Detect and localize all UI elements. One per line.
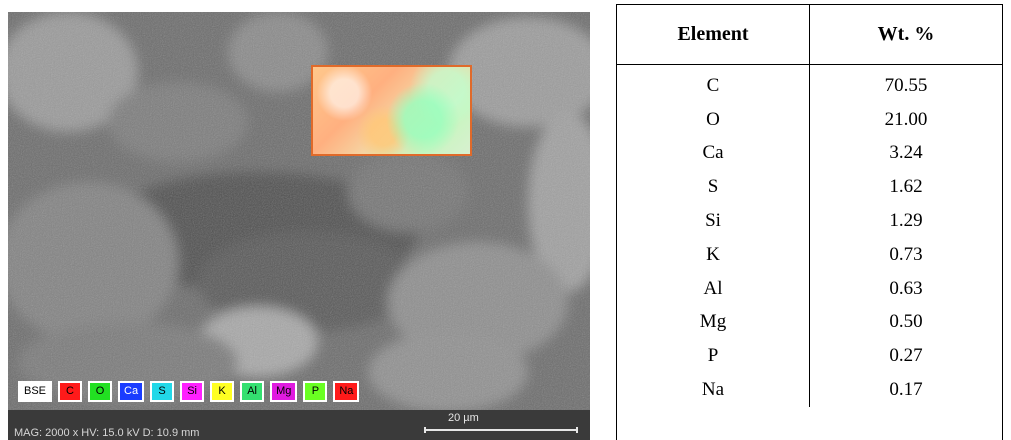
legend-chip: Si	[180, 381, 204, 402]
table-row: O 21.00	[617, 103, 1002, 137]
element-cell: Al	[617, 272, 810, 306]
header-weight-percent: Wt. %	[810, 5, 1003, 65]
sem-image-panel: BSE C O Ca S Si K Al Mg P Na MAG: 2000 x HV: 15.0 …	[8, 12, 590, 440]
table-row: S 1.62	[617, 170, 1002, 204]
sem-micrograph	[8, 12, 590, 440]
legend-chip: K	[210, 381, 234, 402]
weight-percent-cell: 0.27	[810, 339, 1003, 373]
table-row: Na 0.17	[617, 373, 1002, 407]
element-cell: S	[617, 170, 810, 204]
weight-percent-cell: 21.00	[810, 103, 1003, 137]
acquisition-info: MAG: 2000 x HV: 15.0 kV D: 10.9 mm	[14, 427, 199, 439]
sem-status-bar: MAG: 2000 x HV: 15.0 kV D: 10.9 mm 20 µm	[8, 410, 590, 440]
weight-percent-cell: 0.50	[810, 306, 1003, 340]
legend-chip: O	[88, 381, 112, 402]
element-legend: BSE C O Ca S Si K Al Mg P Na	[18, 381, 359, 401]
composition-table: Element Wt. % C 70.55 O 21.00 Ca 3.24 S 1.62 Si 1…	[616, 4, 1003, 440]
table-row: C 70.55	[617, 65, 1002, 103]
legend-chip: Al	[240, 381, 264, 402]
weight-percent-cell: 0.73	[810, 238, 1003, 272]
weight-percent-cell: 1.62	[810, 170, 1003, 204]
legend-chip: S	[150, 381, 174, 402]
legend-chip: C	[58, 381, 82, 402]
element-cell: O	[617, 103, 810, 137]
legend-chip: Na	[333, 381, 359, 402]
table-header-row: Element Wt. %	[617, 5, 1002, 65]
header-element: Element	[617, 5, 810, 65]
element-cell: Si	[617, 204, 810, 238]
table-row: Si 1.29	[617, 204, 1002, 238]
element-cell: C	[617, 65, 810, 103]
table-row: Mg 0.50	[617, 306, 1002, 340]
element-cell: Ca	[617, 137, 810, 171]
scale-bar	[424, 427, 578, 433]
weight-percent-cell: 70.55	[810, 65, 1003, 103]
element-cell: K	[617, 238, 810, 272]
analysis-region	[311, 65, 472, 156]
table-row: Ca 3.24	[617, 137, 1002, 171]
weight-percent-cell: 3.24	[810, 137, 1003, 171]
legend-chip: BSE	[18, 381, 52, 402]
table-row: P 0.27	[617, 339, 1002, 373]
table-row: Al 0.63	[617, 272, 1002, 306]
weight-percent-cell: 0.17	[810, 373, 1003, 407]
element-cell: Mg	[617, 306, 810, 340]
table-row: K 0.73	[617, 238, 1002, 272]
weight-percent-cell: 0.63	[810, 272, 1003, 306]
legend-chip: Ca	[118, 381, 144, 402]
element-cell: Na	[617, 373, 810, 407]
element-cell: P	[617, 339, 810, 373]
legend-chip: Mg	[270, 381, 297, 402]
legend-chip: P	[303, 381, 327, 402]
scale-bar-label: 20 µm	[448, 412, 479, 424]
weight-percent-cell: 1.29	[810, 204, 1003, 238]
